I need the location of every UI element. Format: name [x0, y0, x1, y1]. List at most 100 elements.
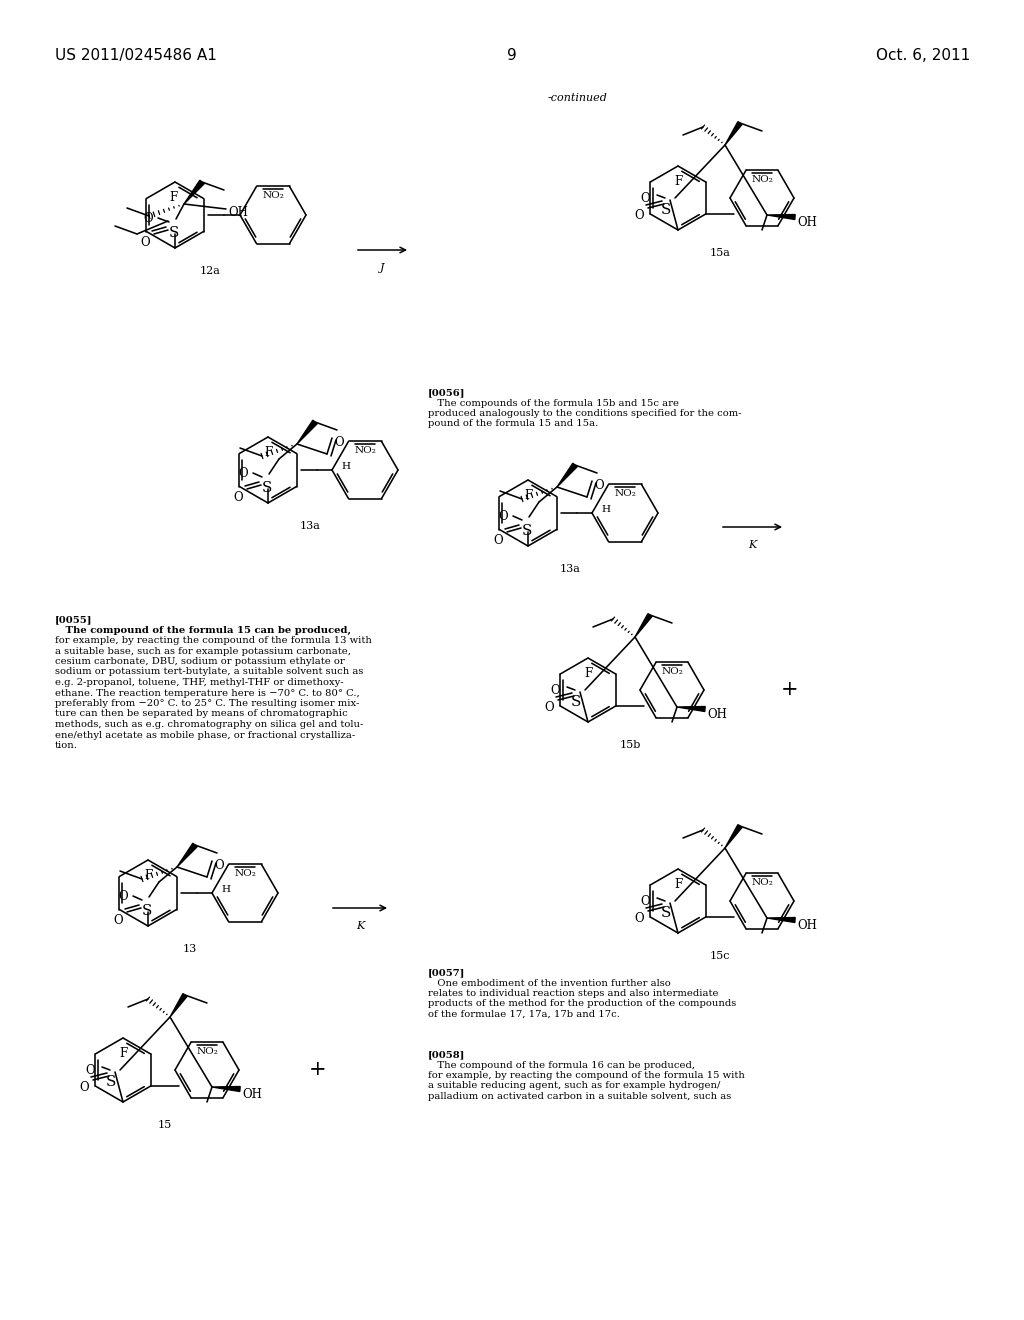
Text: OH: OH: [707, 708, 727, 721]
Text: NO₂: NO₂: [234, 869, 256, 878]
Polygon shape: [725, 121, 742, 145]
Text: 9: 9: [507, 48, 517, 63]
Text: [0055]: [0055]: [55, 615, 92, 624]
Text: K: K: [749, 540, 757, 550]
Text: H: H: [341, 462, 350, 471]
Text: H: H: [601, 506, 610, 513]
Text: S: S: [262, 480, 272, 495]
Text: 15a: 15a: [710, 248, 730, 257]
Text: produced analogously to the conditions specified for the com-: produced analogously to the conditions s…: [428, 409, 741, 418]
Text: OH: OH: [242, 1088, 262, 1101]
Polygon shape: [184, 181, 204, 205]
Text: 13: 13: [183, 944, 198, 954]
Text: The compounds of the formula 15b and 15c are: The compounds of the formula 15b and 15c…: [428, 399, 679, 408]
Text: O: O: [640, 191, 650, 205]
Text: O: O: [640, 895, 650, 908]
Text: e.g. 2-propanol, toluene, THF, methyl-THF or dimethoxy-: e.g. 2-propanol, toluene, THF, methyl-TH…: [55, 678, 344, 686]
Polygon shape: [297, 420, 317, 444]
Polygon shape: [170, 994, 187, 1016]
Text: ene/ethyl acetate as mobile phase, or fractional crystalliza-: ene/ethyl acetate as mobile phase, or fr…: [55, 730, 355, 739]
Text: 15: 15: [158, 1119, 172, 1130]
Polygon shape: [767, 917, 796, 923]
Text: S: S: [660, 203, 671, 216]
Polygon shape: [177, 843, 198, 867]
Text: OH: OH: [797, 216, 817, 228]
Text: a suitable base, such as for example potassium carbonate,: a suitable base, such as for example pot…: [55, 647, 351, 656]
Text: 15c: 15c: [710, 950, 730, 961]
Text: S: S: [169, 226, 179, 240]
Text: The compound of the formula 16 can be produced,: The compound of the formula 16 can be pr…: [428, 1060, 695, 1069]
Text: OH: OH: [228, 206, 248, 219]
Text: pound of the formula 15 and 15a.: pound of the formula 15 and 15a.: [428, 420, 598, 429]
Text: products of the method for the production of the compounds: products of the method for the productio…: [428, 999, 736, 1008]
Text: S: S: [141, 904, 153, 917]
Text: O: O: [499, 510, 508, 523]
Text: S: S: [105, 1074, 116, 1089]
Text: F: F: [144, 869, 153, 882]
Text: S: S: [522, 524, 532, 539]
Text: +: +: [309, 1060, 327, 1078]
Text: tion.: tion.: [55, 741, 78, 750]
Text: +: +: [781, 680, 799, 700]
Text: F: F: [584, 667, 592, 680]
Text: NO₂: NO₂: [262, 191, 284, 201]
Text: preferably from −20° C. to 25° C. The resulting isomer mix-: preferably from −20° C. to 25° C. The re…: [55, 700, 359, 708]
Text: methods, such as e.g. chromatography on silica gel and tolu-: methods, such as e.g. chromatography on …: [55, 719, 364, 729]
Text: a suitable reducing agent, such as for example hydrogen/: a suitable reducing agent, such as for e…: [428, 1081, 720, 1090]
Text: O: O: [114, 913, 123, 927]
Text: S: S: [570, 696, 582, 709]
Polygon shape: [635, 614, 652, 638]
Text: O: O: [233, 491, 243, 504]
Text: NO₂: NO₂: [751, 176, 773, 183]
Text: for example, by reacting the compound of the formula 15 with: for example, by reacting the compound of…: [428, 1071, 744, 1080]
Text: [0057]: [0057]: [428, 968, 465, 977]
Text: NO₂: NO₂: [354, 446, 376, 455]
Text: relates to individual reaction steps and also intermediate: relates to individual reaction steps and…: [428, 989, 719, 998]
Text: for example, by reacting the compound of the formula 13 with: for example, by reacting the compound of…: [55, 636, 372, 645]
Text: One embodiment of the invention further also: One embodiment of the invention further …: [428, 978, 671, 987]
Text: F: F: [264, 446, 272, 459]
Text: 12a: 12a: [200, 267, 220, 276]
Text: sodium or potassium tert-butylate, a suitable solvent such as: sodium or potassium tert-butylate, a sui…: [55, 668, 364, 676]
Text: [0056]: [0056]: [428, 388, 466, 397]
Text: The compound of the formula 15 can be produced,: The compound of the formula 15 can be pr…: [55, 626, 351, 635]
Text: NO₂: NO₂: [614, 488, 636, 498]
Text: H: H: [221, 884, 230, 894]
Text: O: O: [544, 701, 554, 714]
Text: F: F: [119, 1047, 127, 1060]
Text: O: O: [550, 684, 560, 697]
Text: NO₂: NO₂: [662, 667, 683, 676]
Text: O: O: [634, 912, 644, 925]
Text: ture can then be separated by means of chromatographic: ture can then be separated by means of c…: [55, 710, 348, 718]
Text: O: O: [140, 236, 150, 249]
Text: OH: OH: [797, 919, 817, 932]
Text: O: O: [494, 535, 503, 546]
Text: J: J: [380, 263, 385, 273]
Text: 13a: 13a: [559, 564, 581, 574]
Text: O: O: [594, 479, 603, 492]
Text: O: O: [143, 213, 153, 224]
Text: Oct. 6, 2011: Oct. 6, 2011: [876, 48, 970, 63]
Text: F: F: [674, 176, 682, 187]
Polygon shape: [677, 706, 706, 711]
Text: [0058]: [0058]: [428, 1049, 465, 1059]
Text: O: O: [239, 467, 248, 480]
Polygon shape: [725, 825, 742, 847]
Text: O: O: [118, 890, 128, 903]
Text: O: O: [634, 209, 644, 222]
Text: cesium carbonate, DBU, sodium or potassium ethylate or: cesium carbonate, DBU, sodium or potassi…: [55, 657, 345, 667]
Text: US 2011/0245486 A1: US 2011/0245486 A1: [55, 48, 217, 63]
Text: S: S: [660, 906, 671, 920]
Text: NO₂: NO₂: [751, 878, 773, 887]
Text: -continued: -continued: [548, 92, 608, 103]
Polygon shape: [212, 1086, 241, 1092]
Text: F: F: [524, 488, 532, 502]
Text: ethane. The reaction temperature here is −70° C. to 80° C.,: ethane. The reaction temperature here is…: [55, 689, 359, 697]
Text: F: F: [169, 191, 177, 205]
Text: O: O: [334, 436, 344, 449]
Text: O: O: [79, 1081, 89, 1094]
Text: O: O: [85, 1064, 95, 1077]
Text: O: O: [214, 859, 223, 873]
Text: 15b: 15b: [620, 741, 641, 750]
Text: palladium on activated carbon in a suitable solvent, such as: palladium on activated carbon in a suita…: [428, 1092, 731, 1101]
